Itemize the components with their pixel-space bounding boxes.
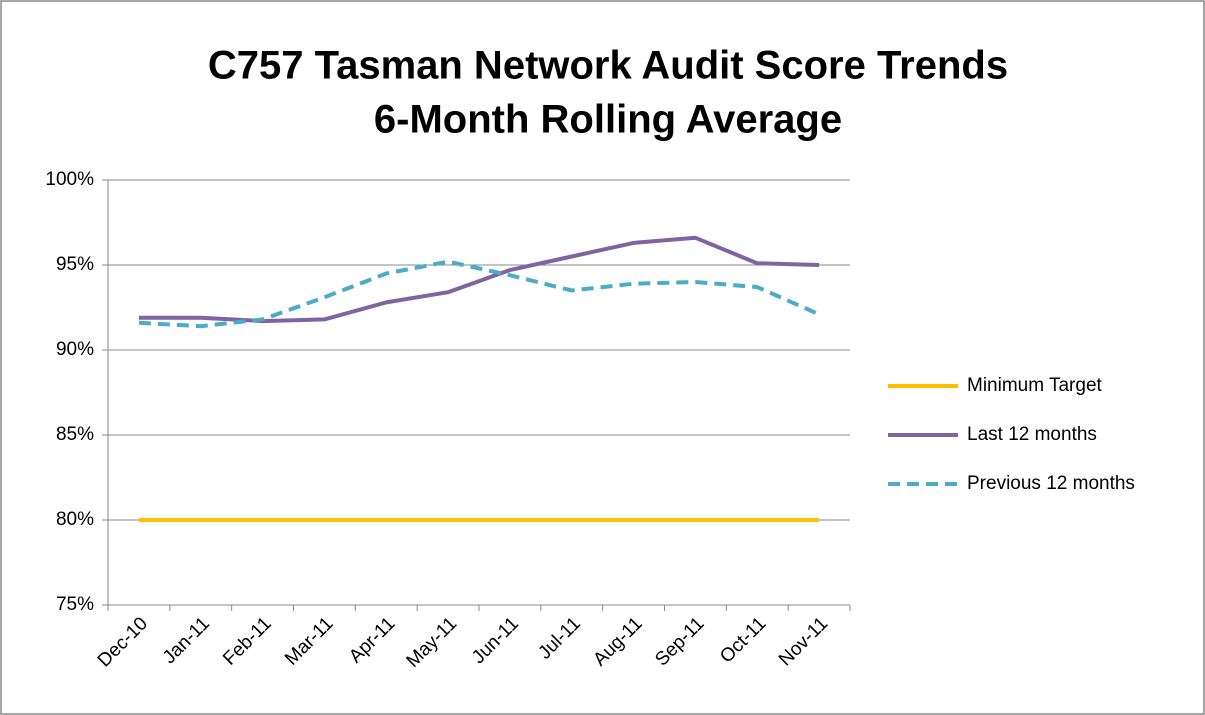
chart-subtitle: 6-Month Rolling Average	[374, 98, 842, 142]
legend-label: Last 12 months	[967, 424, 1097, 445]
series-line	[138, 235, 820, 324]
y-tick-label: 85%	[56, 424, 94, 445]
y-tick-label: 95%	[56, 254, 94, 275]
y-tick-label: 75%	[56, 594, 94, 615]
y-tick-label: 100%	[45, 169, 94, 190]
y-tick-label: 80%	[56, 509, 94, 530]
legend-label: Minimum Target	[967, 375, 1103, 396]
series-line	[138, 259, 820, 329]
chart-title: C757 Tasman Network Audit Score Trends	[208, 44, 1008, 88]
legend-label: Previous 12 months	[967, 473, 1135, 494]
y-tick-label: 90%	[56, 339, 94, 360]
